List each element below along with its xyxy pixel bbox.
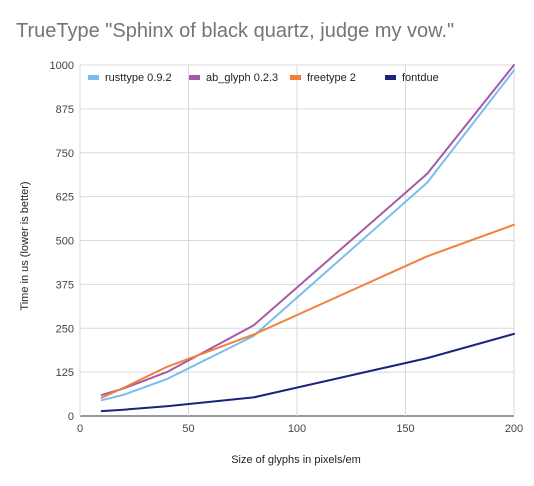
legend-swatch: [385, 75, 396, 80]
x-tick-label: 50: [182, 423, 194, 435]
y-tick-label: 750: [56, 148, 74, 160]
legend-swatch: [88, 75, 99, 80]
series-line-ab_glyph: [100, 64, 515, 396]
legend-label: freetype 2: [307, 72, 356, 84]
y-tick-label: 500: [56, 236, 74, 248]
legend-item: fontdue: [385, 72, 439, 84]
y-tick-label: 0: [68, 411, 74, 423]
x-tick-label: 200: [505, 423, 523, 435]
legend-swatch: [189, 75, 200, 80]
chart-title: TrueType "Sphinx of black quartz, judge …: [16, 20, 455, 42]
x-axis-label: Size of glyphs in pixels/em: [231, 454, 361, 466]
series-line-rusttype: [100, 69, 515, 402]
legend-label: rusttype 0.9.2: [105, 72, 172, 84]
y-tick-label: 1000: [50, 60, 74, 72]
legend-item: rusttype 0.9.2: [88, 72, 172, 84]
x-tick-label: 100: [288, 423, 306, 435]
y-axis-label: Time in us (lower is better): [19, 181, 31, 310]
legend-label: fontdue: [402, 72, 439, 84]
y-tick-label: 625: [56, 192, 74, 204]
y-tick-label: 125: [56, 367, 74, 379]
series-line-freetype: [100, 223, 515, 399]
x-tick-label: 0: [77, 423, 83, 435]
legend-item: ab_glyph 0.2.3: [189, 72, 278, 84]
legend-label: ab_glyph 0.2.3: [206, 72, 278, 84]
legend-swatch: [290, 75, 301, 80]
y-tick-label: 875: [56, 104, 74, 116]
legend-item: freetype 2: [290, 72, 356, 84]
y-tick-label: 375: [56, 279, 74, 291]
x-tick-label: 150: [396, 423, 414, 435]
y-tick-label: 250: [56, 323, 74, 335]
series-line-fontdue: [100, 332, 515, 413]
